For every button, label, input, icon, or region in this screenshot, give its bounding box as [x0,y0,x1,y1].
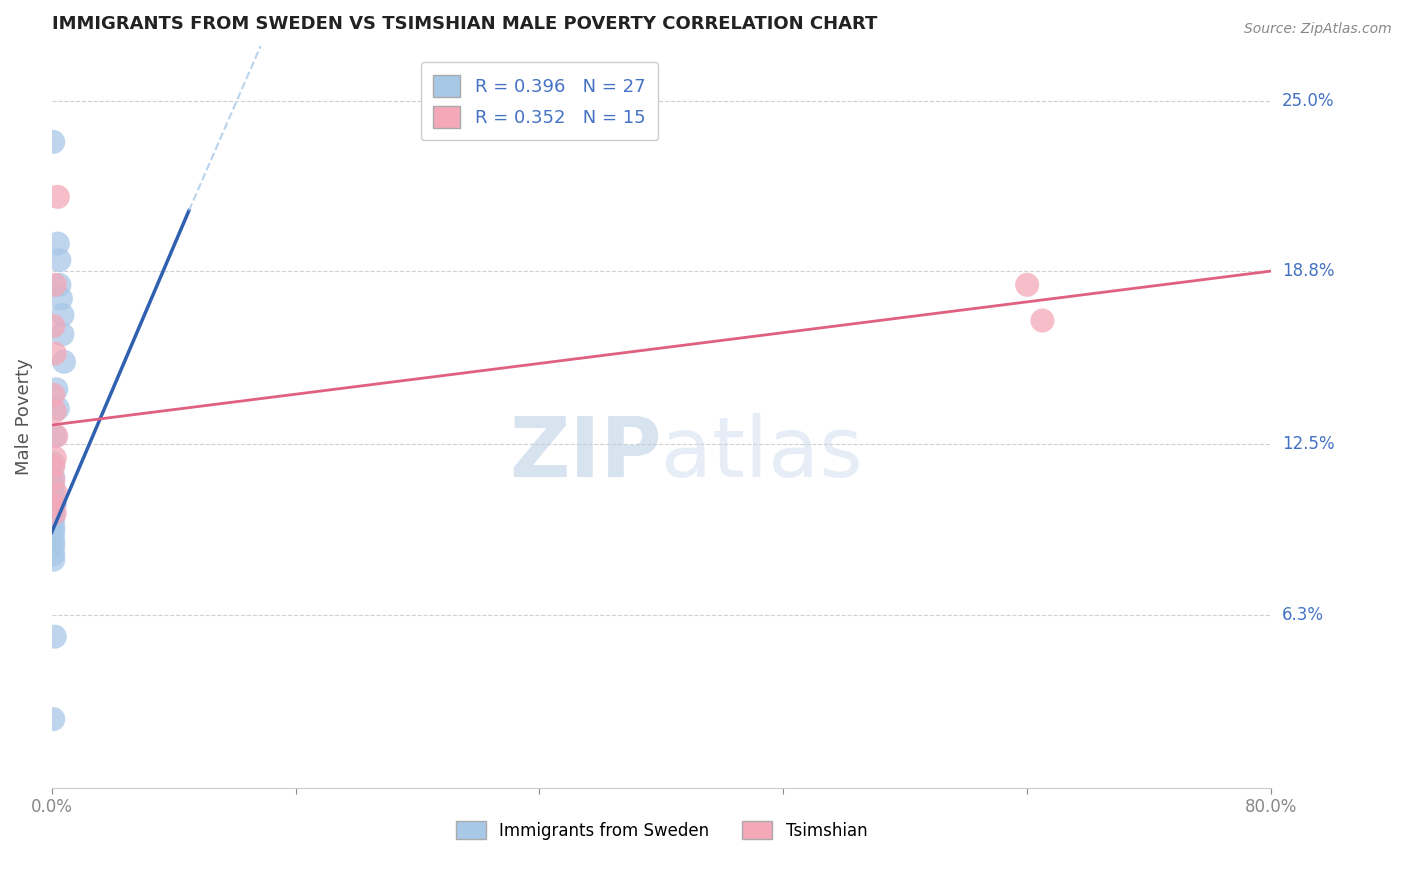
Point [42,473,65,487]
Point [42,533,65,548]
Text: 18.8%: 18.8% [1282,262,1334,280]
Point [44,429,66,443]
Point [42,539,65,553]
Point [46,236,69,251]
Point [42,498,65,512]
Point [42,506,65,520]
Point [1017,277,1039,292]
Text: Source: ZipAtlas.com: Source: ZipAtlas.com [1244,22,1392,37]
Point [46,401,69,416]
Point [42,712,65,726]
Point [46,190,69,204]
Point [42,495,65,509]
Text: 6.3%: 6.3% [1282,606,1324,624]
Point [42,470,65,484]
Point [42,525,65,540]
Point [44,498,66,512]
Point [1031,313,1053,327]
Text: IMMIGRANTS FROM SWEDEN VS TSIMSHIAN MALE POVERTY CORRELATION CHART: IMMIGRANTS FROM SWEDEN VS TSIMSHIAN MALE… [52,15,877,33]
Point [51,327,73,342]
Point [44,450,66,465]
Point [44,277,66,292]
Point [45,486,67,500]
Text: ZIP: ZIP [509,413,661,494]
Point [42,135,65,149]
Point [42,519,65,533]
Text: 12.5%: 12.5% [1282,435,1334,453]
Text: 25.0%: 25.0% [1282,92,1334,110]
Point [42,457,65,471]
Point [42,319,65,334]
Point [42,552,65,566]
Point [42,388,65,402]
Point [42,459,65,474]
Y-axis label: Male Poverty: Male Poverty [15,359,32,475]
Point [42,486,65,500]
Point [44,404,66,418]
Point [45,382,67,396]
Point [44,630,66,644]
Point [42,511,65,525]
Point [44,506,66,520]
Point [49,292,72,306]
Legend: Immigrants from Sweden, Tsimshian: Immigrants from Sweden, Tsimshian [449,814,875,847]
Point [44,346,66,360]
Point [42,547,65,561]
Point [42,478,65,492]
Text: atlas: atlas [661,413,863,494]
Point [51,308,73,322]
Point [48,277,70,292]
Point [45,429,67,443]
Point [52,355,75,369]
Point [48,253,70,268]
